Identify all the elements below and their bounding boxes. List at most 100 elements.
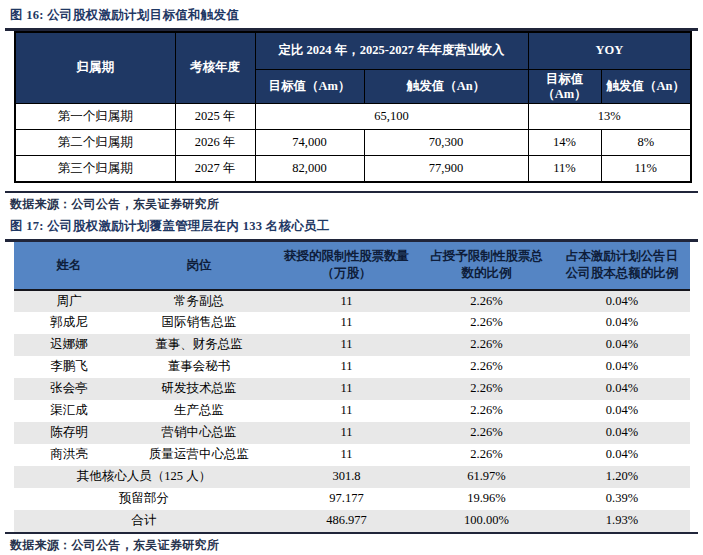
summary-label-cell: 预留部分 xyxy=(14,488,274,510)
col-header-yoy-target-line2: （Am） xyxy=(531,87,599,102)
qty-cell: 301.8 xyxy=(274,466,419,488)
table-row-reserved-portion: 预留部分 97.177 19.96% 0.39% xyxy=(14,488,690,510)
name-cell: 李鹏飞 xyxy=(14,356,124,378)
col-header-revenue-trigger: 触发值（An） xyxy=(364,70,528,104)
table-row: 第一个归属期 2025 年 65,100 13% xyxy=(15,104,691,130)
qty-cell: 486.977 xyxy=(274,510,419,532)
qty-cell: 11 xyxy=(274,334,419,356)
figure17-table: 姓名 岗位 获授的限制性股票数量 （万股） 占授予限制性股票总 数的比例 占本激… xyxy=(14,242,690,532)
name-cell: 周广 xyxy=(14,290,124,312)
col-header-capital-percent-line2: 公司股本总额的比例 xyxy=(556,265,688,282)
table-row: 第三个归属期 2027 年 82,000 77,900 11% 11% xyxy=(15,156,691,182)
revenue-target-cell: 82,000 xyxy=(255,156,364,182)
col-header-vesting-period: 归属期 xyxy=(15,32,175,104)
grant-pct-cell: 100.00% xyxy=(419,510,554,532)
qty-cell: 11 xyxy=(274,444,419,466)
name-cell: 郭成尼 xyxy=(14,312,124,334)
yoy-trigger-cell: 11% xyxy=(601,156,691,182)
qty-cell: 11 xyxy=(274,378,419,400)
grant-pct-cell: 2.26% xyxy=(419,378,554,400)
name-cell: 张会亭 xyxy=(14,378,124,400)
revenue-merged-cell: 65,100 xyxy=(255,104,528,130)
revenue-target-cell: 74,000 xyxy=(255,130,364,156)
year-cell: 2025 年 xyxy=(175,104,255,130)
col-header-yoy-trigger: 触发值（An） xyxy=(601,70,691,104)
summary-label-cell: 合计 xyxy=(14,510,274,532)
revenue-trigger-cell: 70,300 xyxy=(364,130,528,156)
capital-pct-cell: 0.04% xyxy=(554,444,690,466)
table-row: 郭成尼 国际销售总监 11 2.26% 0.04% xyxy=(14,312,690,334)
col-header-yoy-target-line1: 目标值 xyxy=(531,72,599,87)
capital-pct-cell: 1.93% xyxy=(554,510,690,532)
position-cell: 董事、财务总监 xyxy=(124,334,274,356)
yoy-merged-cell: 13% xyxy=(528,104,691,130)
position-cell: 生产总监 xyxy=(124,400,274,422)
table-row: 张会亭 研发技术总监 11 2.26% 0.04% xyxy=(14,378,690,400)
col-header-revenue-target: 目标值（Am） xyxy=(255,70,364,104)
yoy-target-cell: 11% xyxy=(528,156,601,182)
capital-pct-cell: 0.04% xyxy=(554,356,690,378)
yoy-target-cell: 14% xyxy=(528,130,601,156)
col-header-grant-percent-line2: 数的比例 xyxy=(421,265,552,282)
table-row: 周广 常务副总 11 2.26% 0.04% xyxy=(14,290,690,312)
report-page: 图 16: 公司股权激励计划目标值和触发值 归属期 考核年度 定比 2024 年… xyxy=(0,0,703,555)
capital-pct-cell: 1.20% xyxy=(554,466,690,488)
capital-pct-cell: 0.04% xyxy=(554,378,690,400)
qty-cell: 11 xyxy=(274,422,419,444)
table-row: 李鹏飞 董事会秘书 11 2.26% 0.04% xyxy=(14,356,690,378)
summary-label-cell: 其他核心人员（125 人） xyxy=(14,466,274,488)
figure16-table: 归属期 考核年度 定比 2024 年，2025-2027 年年度营业收入 YOY… xyxy=(14,31,692,183)
revenue-trigger-cell: 77,900 xyxy=(364,156,528,182)
col-header-granted-shares-line1: 获授的限制性股票数量 xyxy=(276,248,417,265)
col-header-revenue-group: 定比 2024 年，2025-2027 年年度营业收入 xyxy=(255,32,528,70)
vesting-period-cell: 第二个归属期 xyxy=(15,130,175,156)
qty-cell: 11 xyxy=(274,290,419,312)
name-cell: 商洪亮 xyxy=(14,444,124,466)
name-cell: 陈存明 xyxy=(14,422,124,444)
grant-pct-cell: 2.26% xyxy=(419,334,554,356)
position-cell: 常务副总 xyxy=(124,290,274,312)
qty-cell: 97.177 xyxy=(274,488,419,510)
figure16-title: 图 16: 公司股权激励计划目标值和触发值 xyxy=(0,0,703,28)
grant-pct-cell: 61.97% xyxy=(419,466,554,488)
col-header-name: 姓名 xyxy=(14,242,124,290)
capital-pct-cell: 0.04% xyxy=(554,400,690,422)
table-row-other-core-staff: 其他核心人员（125 人） 301.8 61.97% 1.20% xyxy=(14,466,690,488)
grant-pct-cell: 19.96% xyxy=(419,488,554,510)
grant-pct-cell: 2.26% xyxy=(419,356,554,378)
grant-pct-cell: 2.26% xyxy=(419,422,554,444)
col-header-granted-shares-line2: （万股） xyxy=(276,265,417,282)
table-row: 商洪亮 质量运营中心总监 11 2.26% 0.04% xyxy=(14,444,690,466)
col-header-capital-percent-line1: 占本激励计划公告日 xyxy=(556,248,688,265)
table-row-total: 合计 486.977 100.00% 1.93% xyxy=(14,510,690,532)
table-row: 陈存明 营销中心总监 11 2.26% 0.04% xyxy=(14,422,690,444)
table-row: 迟娜娜 董事、财务总监 11 2.26% 0.04% xyxy=(14,334,690,356)
grant-pct-cell: 2.26% xyxy=(419,312,554,334)
vesting-period-cell: 第一个归属期 xyxy=(15,104,175,130)
qty-cell: 11 xyxy=(274,400,419,422)
position-cell: 董事会秘书 xyxy=(124,356,274,378)
qty-cell: 11 xyxy=(274,356,419,378)
year-cell: 2026 年 xyxy=(175,130,255,156)
col-header-position: 岗位 xyxy=(124,242,274,290)
name-cell: 渠汇成 xyxy=(14,400,124,422)
col-header-capital-percent: 占本激励计划公告日 公司股本总额的比例 xyxy=(554,242,690,290)
position-cell: 研发技术总监 xyxy=(124,378,274,400)
yoy-trigger-cell: 8% xyxy=(601,130,691,156)
capital-pct-cell: 0.04% xyxy=(554,334,690,356)
col-header-yoy-target: 目标值 （Am） xyxy=(528,70,601,104)
grant-pct-cell: 2.26% xyxy=(419,444,554,466)
grant-pct-cell: 2.26% xyxy=(419,290,554,312)
col-header-grant-percent: 占授予限制性股票总 数的比例 xyxy=(419,242,554,290)
col-header-granted-shares: 获授的限制性股票数量 （万股） xyxy=(274,242,419,290)
table-row: 渠汇成 生产总监 11 2.26% 0.04% xyxy=(14,400,690,422)
table-row: 第二个归属期 2026 年 74,000 70,300 14% 8% xyxy=(15,130,691,156)
position-cell: 国际销售总监 xyxy=(124,312,274,334)
col-header-grant-percent-line1: 占授予限制性股票总 xyxy=(421,248,552,265)
col-header-assessment-year: 考核年度 xyxy=(175,32,255,104)
name-cell: 迟娜娜 xyxy=(14,334,124,356)
capital-pct-cell: 0.04% xyxy=(554,290,690,312)
figure17-data-source: 数据来源：公司公告，东吴证券研究所 xyxy=(0,534,703,553)
grant-pct-cell: 2.26% xyxy=(419,400,554,422)
qty-cell: 11 xyxy=(274,312,419,334)
